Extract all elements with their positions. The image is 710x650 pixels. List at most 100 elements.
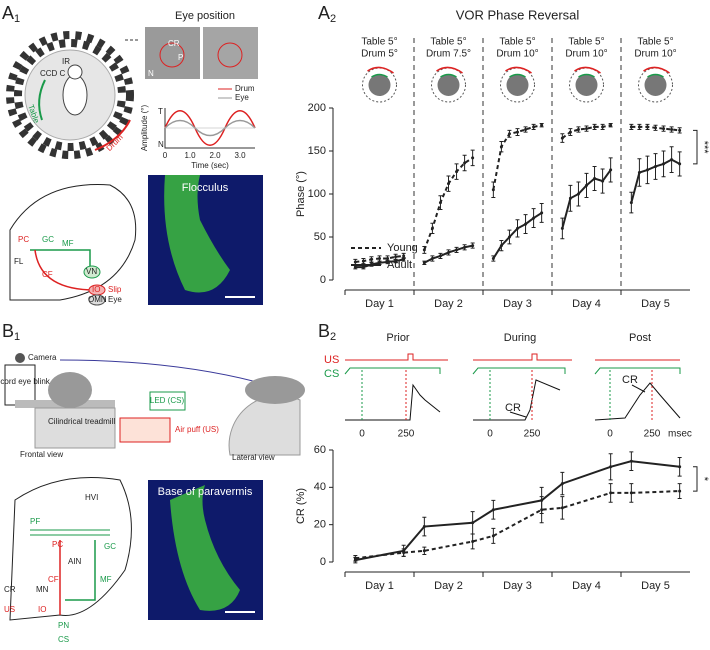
point [568, 196, 572, 200]
treadmill-side [228, 394, 301, 456]
x-tick-label: Day 3 [503, 298, 532, 310]
icon-arrow [643, 66, 670, 74]
icon-arrow [647, 73, 664, 78]
trace-label: CS [324, 368, 339, 380]
y-tick-label: 60 [314, 444, 326, 456]
significance: * [698, 477, 710, 482]
point [576, 128, 580, 131]
circuit-label: PC [52, 540, 63, 549]
panel-label: B1 [2, 321, 20, 343]
x-tick-label: Day 1 [365, 298, 394, 310]
inset-x-label: Time (sec) [191, 161, 229, 170]
point [378, 257, 381, 260]
condition-label: Drum 5° [361, 49, 398, 60]
condition-label: Table 5° [361, 37, 397, 48]
point [654, 164, 657, 168]
panel-label: B2 [318, 321, 336, 343]
icon-mouse [575, 74, 598, 96]
eye-label: P [178, 53, 183, 62]
circuit-label: FL [14, 257, 24, 266]
rig-label: Lateral view [232, 453, 275, 462]
inset-tick: 0 [163, 151, 168, 160]
point [678, 162, 682, 166]
y-tick-label: 100 [308, 188, 326, 200]
point [540, 211, 544, 215]
y-tick-label: 0 [320, 274, 326, 286]
circuit-label: IO [92, 285, 100, 294]
point [585, 183, 588, 187]
x-tick-label: Day 5 [641, 580, 670, 592]
condition-label: Drum 10° [634, 49, 676, 60]
point [609, 168, 613, 172]
point [507, 235, 511, 239]
inset-tick: T [158, 107, 163, 116]
point [678, 489, 682, 493]
y-tick-label: 0 [320, 556, 326, 568]
icon-arrow [574, 66, 601, 74]
point [353, 265, 357, 269]
point [532, 125, 536, 129]
y-axis-label: CR (%) [295, 488, 307, 524]
trace-tick: 250 [644, 429, 661, 440]
point [662, 162, 666, 166]
histology-tissue [164, 175, 230, 293]
point [593, 125, 597, 129]
point [670, 128, 674, 131]
point [499, 244, 503, 248]
series-line [423, 157, 474, 251]
icon-mouse [644, 74, 667, 96]
point [471, 244, 475, 248]
point [422, 525, 426, 529]
point [678, 465, 682, 469]
image-label: Base of paravermis [158, 486, 253, 498]
point [593, 177, 597, 181]
point [463, 161, 467, 165]
icon-mouse [506, 74, 529, 96]
eye-label: N [148, 69, 154, 78]
circuit-label: OMN [88, 295, 107, 304]
trace-tick: 250 [524, 429, 541, 440]
x-tick-label: Day 1 [365, 580, 394, 592]
point [585, 127, 588, 131]
point [540, 123, 544, 127]
point [361, 265, 365, 269]
icon-ring [431, 67, 466, 103]
circuit-label: PN [58, 621, 69, 630]
rig-label: Frontal view [20, 450, 63, 459]
condition-label: Table 5° [499, 37, 535, 48]
trace-tick: 0 [359, 429, 365, 440]
mouse-front [48, 372, 92, 408]
point [609, 491, 613, 495]
trace-title: During [504, 332, 536, 344]
trace-tick: 0 [487, 429, 493, 440]
x-tick-label: Day 4 [572, 580, 601, 592]
point [499, 145, 503, 149]
inset-tick: 2.0 [209, 151, 221, 160]
circuit-label: CS [58, 635, 69, 644]
led-box [149, 391, 186, 411]
point [670, 158, 674, 162]
point [516, 130, 519, 134]
rig-label: Air puff (US) [175, 425, 219, 434]
a1-rig [6, 31, 134, 159]
pupil [217, 42, 243, 68]
inset-tick: 3.0 [234, 151, 246, 160]
point [609, 123, 613, 127]
series-line [355, 490, 680, 560]
point [386, 260, 390, 264]
point [654, 126, 657, 130]
mouse-side [245, 376, 305, 404]
condition-label: Table 5° [637, 37, 673, 48]
circuit-label: US [4, 605, 15, 614]
circuit-label: Eye [108, 295, 122, 304]
panel-label: A2 [318, 3, 336, 25]
y-tick-label: 20 [314, 519, 326, 531]
point [430, 226, 434, 230]
point [507, 132, 511, 136]
point [601, 125, 605, 129]
point [560, 226, 564, 230]
point [402, 254, 406, 258]
pathway [34, 249, 96, 291]
point [524, 128, 528, 131]
